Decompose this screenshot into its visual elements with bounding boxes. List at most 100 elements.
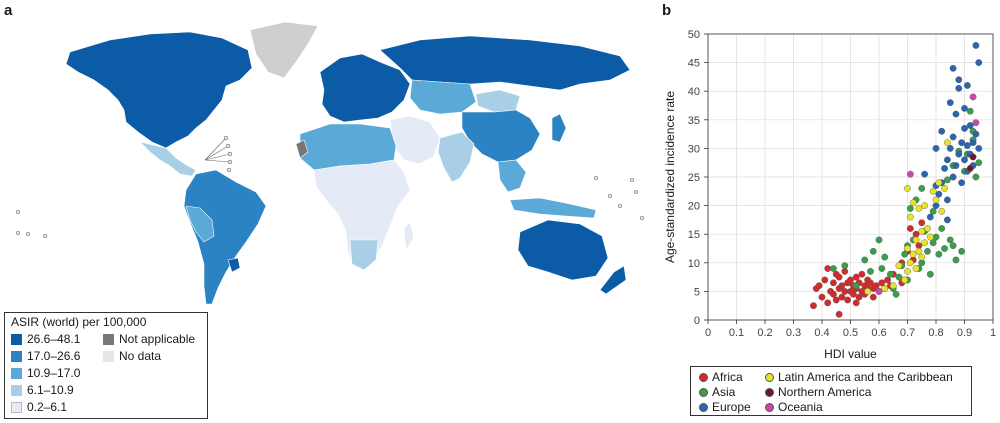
map-australia (517, 219, 609, 281)
data-point-europe (975, 59, 983, 66)
data-point-europe (952, 162, 960, 169)
data-point-europe (935, 190, 943, 198)
legend-class-label: 10.9–17.0 (27, 366, 81, 380)
legend-series-label: Northern America (778, 385, 872, 399)
data-point-europe (955, 76, 963, 84)
data-point-latin-america-and-the-caribbean (929, 187, 937, 195)
x-tick-label: 0 (705, 327, 711, 339)
legend-swatch (103, 350, 114, 362)
y-tick-label: 50 (688, 29, 700, 41)
legend-dot (699, 387, 708, 397)
data-point-asia (932, 233, 940, 241)
legend-series-label: Europe (712, 400, 751, 414)
legend-series-label: Asia (712, 385, 736, 399)
data-point-asia (901, 250, 909, 258)
data-point-africa (824, 265, 832, 272)
data-point-latin-america-and-the-caribbean (906, 213, 914, 221)
panel-a-letter: a (4, 2, 13, 19)
data-point-europe (949, 64, 957, 72)
legend-special-label: No data (119, 349, 162, 363)
map-south-america (183, 169, 267, 305)
data-point-africa (884, 276, 891, 284)
data-point-latin-america-and-the-caribbean (924, 225, 931, 232)
data-point-africa (915, 242, 923, 250)
legend-series-label: Latin America and the Caribbean (778, 370, 953, 384)
data-point-latin-america-and-the-caribbean (895, 262, 903, 270)
data-point-asia (938, 225, 946, 232)
data-point-europe (952, 110, 960, 118)
data-point-latin-america-and-the-caribbean (889, 282, 897, 290)
data-point-africa (815, 282, 823, 290)
data-point-latin-america-and-the-caribbean (904, 185, 911, 192)
legend-series-label: Africa (712, 370, 743, 384)
data-point-europe (969, 139, 977, 147)
legend-class-4: 6.1–10.9 (11, 383, 74, 397)
y-tick-label: 30 (688, 143, 700, 155)
data-point-northern-america (966, 165, 974, 172)
scatter-plot: 0 0.1 0.2 0.3 0.4 0.5 0.6 0.7 0.8 0.9 105101520253… (663, 29, 996, 361)
data-point-africa (878, 279, 886, 287)
legend-no-data: No data (103, 349, 161, 363)
data-point-asia (829, 265, 837, 272)
data-point-europe (926, 213, 934, 221)
map-southern-africa (349, 239, 379, 271)
data-point-africa (829, 290, 837, 298)
data-point-europe (949, 133, 957, 141)
panel-b-letter: b (662, 2, 672, 19)
data-point-africa (838, 282, 846, 290)
data-point-europe (972, 130, 980, 138)
data-point-africa (906, 225, 914, 232)
map-japan (551, 113, 567, 143)
data-point-europe (921, 170, 928, 178)
data-point-asia (966, 107, 974, 115)
data-point-asia (972, 173, 980, 181)
map-china (461, 109, 541, 163)
data-point-europe (946, 99, 954, 107)
data-point-africa (844, 296, 852, 304)
data-point-africa (867, 279, 874, 287)
data-point-asia (941, 245, 948, 252)
data-point-latin-america-and-the-caribbean (864, 287, 872, 295)
data-point-asia (895, 273, 903, 281)
data-point-latin-america-and-the-caribbean (915, 205, 923, 212)
data-point-asia (946, 236, 954, 244)
data-point-africa (810, 302, 817, 310)
caribbean-callouts (204, 135, 233, 173)
y-tick-label: 10 (688, 258, 700, 270)
legend-special-label: Not applicable (119, 332, 196, 346)
data-point-latin-america-and-the-caribbean (909, 250, 917, 258)
data-point-asia (926, 270, 934, 278)
data-point-africa (824, 299, 832, 307)
data-point-africa (869, 293, 877, 301)
data-point-latin-america-and-the-caribbean (912, 236, 920, 244)
data-point-oceania (972, 119, 980, 127)
data-point-africa (821, 276, 829, 284)
data-point-latin-america-and-the-caribbean (935, 179, 943, 187)
data-point-europe (963, 82, 971, 89)
map-india (437, 131, 475, 183)
data-point-latin-america-and-the-caribbean (904, 267, 911, 275)
legend-swatch (11, 401, 22, 413)
x-tick-label: 0.1 (729, 327, 744, 339)
data-points (810, 42, 983, 318)
legend-swatch (11, 350, 22, 362)
x-tick-label: 0.4 (814, 327, 829, 339)
data-point-africa (872, 282, 880, 290)
legend-swatch (103, 333, 114, 345)
legend-swatch (11, 333, 22, 345)
data-point-latin-america-and-the-caribbean (912, 265, 920, 272)
map-new-zealand (599, 265, 627, 295)
data-point-asia (924, 247, 931, 255)
legend-class-label: 17.0–26.6 (27, 349, 81, 363)
map-greenland (249, 21, 319, 79)
data-point-latin-america-and-the-caribbean (926, 233, 934, 241)
data-point-asia (952, 256, 960, 264)
map-sub-saharan-africa (313, 159, 411, 269)
data-point-africa (832, 296, 840, 304)
legend-series-label: Oceania (778, 400, 823, 414)
data-point-asia (869, 247, 877, 255)
data-point-asia (918, 259, 926, 267)
data-point-latin-america-and-the-caribbean (881, 285, 889, 292)
legend-oceania: Oceania (765, 400, 823, 414)
map-uruguay (227, 257, 241, 273)
